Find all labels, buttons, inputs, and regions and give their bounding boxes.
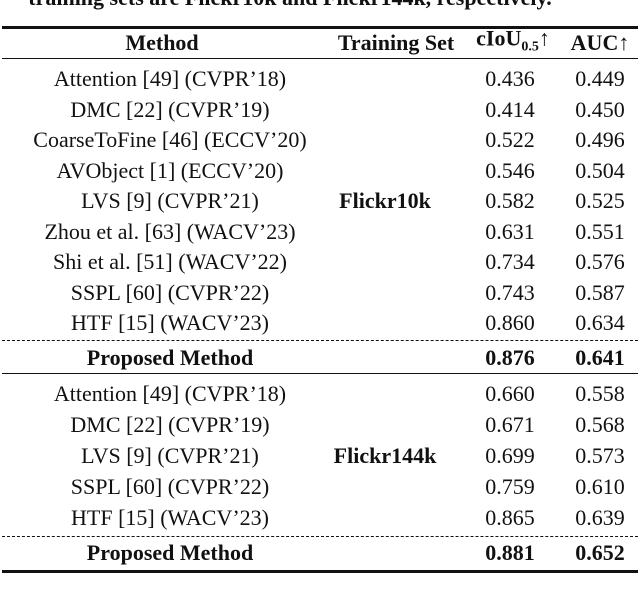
auc-cell: 0.634 (575, 310, 625, 335)
training-set-cell: Flickr10k (339, 188, 431, 213)
auc-cell: 0.576 (575, 249, 625, 274)
auc-cell: 0.568 (575, 412, 625, 437)
method-cell: SSPL [60] (CVPR’22) (70, 279, 270, 305)
dashed-rule (2, 340, 638, 341)
training-set-cell: Flickr144k (333, 443, 437, 468)
method-cell: Attention [49] (CVPR’18) (53, 381, 287, 406)
ciou-cell: 0.743 (485, 279, 535, 305)
ciou-cell: 0.631 (485, 218, 535, 244)
ciou-cell: 0.699 (485, 443, 535, 468)
auc-cell: 0.587 (575, 279, 625, 305)
ciou-cell: 0.522 (485, 127, 535, 152)
header-rule (2, 58, 638, 60)
ciou-cell: 0.759 (485, 474, 535, 499)
auc-cell: 0.504 (575, 157, 625, 183)
ciou-cell: 0.671 (485, 412, 535, 437)
method-cell: DMC [22] (CVPR’19) (70, 412, 270, 437)
proposed-auc-cell: 0.641 (575, 345, 625, 370)
proposed-auc-cell: 0.652 (575, 540, 625, 565)
method-cell: HTF [15] (WACV’23) (71, 310, 269, 335)
method-cell: LVS [9] (CVPR’21) (81, 188, 259, 213)
method-cell: Zhou et al. [63] (WACV’23) (44, 218, 296, 244)
method-cell: Attention [49] (CVPR’18) (53, 66, 287, 91)
ciou-cell: 0.860 (485, 310, 535, 335)
ciou-label: cIoU (476, 25, 522, 51)
ciou-cell: 0.734 (485, 249, 535, 274)
method-cell: DMC [22] (CVPR’19) (70, 96, 270, 122)
auc-cell: 0.450 (575, 96, 625, 122)
bottom-rule (2, 570, 638, 573)
proposed-method-cell: Proposed Method (86, 540, 254, 565)
auc-cell: 0.639 (575, 505, 625, 530)
method-cell: LVS [9] (CVPR’21) (81, 443, 259, 468)
auc-cell: 0.573 (575, 443, 625, 468)
header-method: Method (125, 30, 199, 55)
ciou-cell: 0.865 (485, 505, 535, 530)
ciou-cell: 0.582 (485, 188, 535, 213)
header-ciou: cIoU0.5↑ (476, 25, 550, 60)
auc-cell: 0.449 (575, 66, 625, 91)
proposed-ciou-cell: 0.881 (485, 540, 535, 565)
ciou-cell: 0.436 (485, 66, 535, 91)
method-cell: Shi et al. [51] (WACV’22) (52, 249, 288, 274)
dashed-rule (2, 536, 638, 537)
proposed-method-cell: Proposed Method (86, 345, 254, 370)
auc-cell: 0.558 (575, 381, 625, 406)
top-rule (2, 26, 638, 29)
ciou-subscript: 0.5 (521, 39, 539, 55)
auc-cell: 0.525 (575, 188, 625, 213)
auc-cell: 0.610 (575, 474, 625, 499)
ciou-cell: 0.660 (485, 381, 535, 406)
group-rule (2, 373, 638, 375)
header-training-set: Training Set (337, 30, 455, 55)
ciou-cell: 0.546 (485, 157, 535, 183)
method-cell: SSPL [60] (CVPR’22) (70, 474, 270, 499)
ciou-cell: 0.414 (485, 96, 535, 122)
method-cell: HTF [15] (WACV’23) (71, 505, 269, 530)
caption: training sets are Flickr10k and Flickr14… (28, 0, 552, 11)
header-auc: AUC↑ (570, 30, 630, 55)
ciou-arrow: ↑ (538, 25, 550, 51)
method-cell: AVObject [1] (ECCV’20) (56, 157, 284, 183)
auc-cell: 0.496 (575, 127, 625, 152)
proposed-ciou-cell: 0.876 (485, 345, 535, 370)
auc-cell: 0.551 (575, 218, 625, 244)
method-cell: CoarseToFine [46] (ECCV’20) (33, 127, 307, 152)
